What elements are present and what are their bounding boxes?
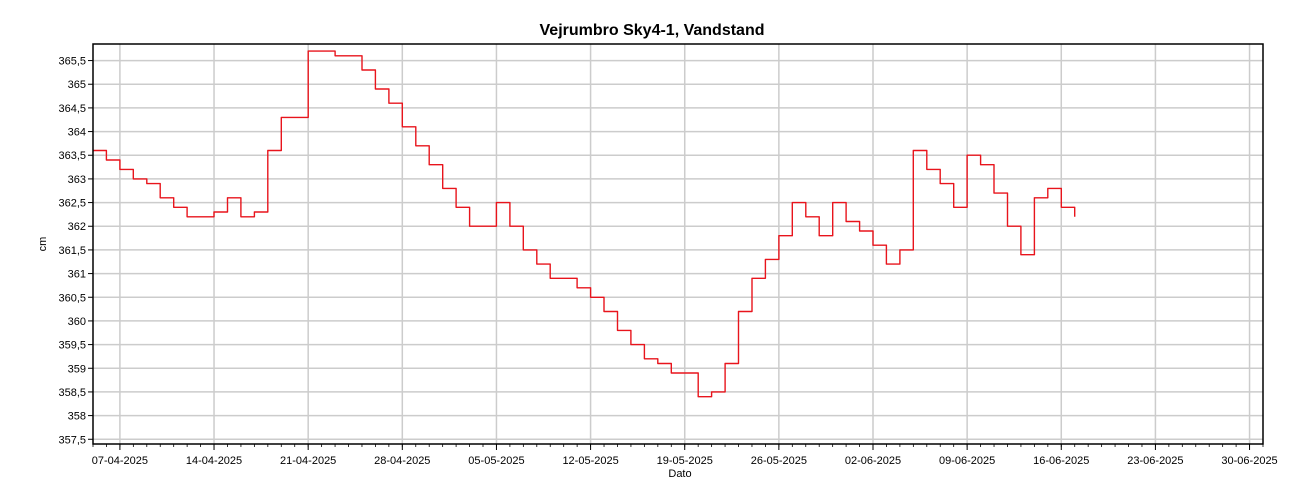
plot-frame (92, 43, 1264, 445)
y-tick-label: 365,5 (58, 56, 86, 68)
y-tick-label: 359,5 (58, 340, 86, 352)
x-tick-label: 28-04-2025 (374, 455, 430, 467)
x-tick-label: 26-05-2025 (751, 455, 807, 467)
x-tick-label: 30-06-2025 (1221, 455, 1277, 467)
y-tick-label: 358,5 (58, 387, 86, 399)
x-axis-label: Dato (668, 468, 691, 480)
x-tick-label: 12-05-2025 (562, 455, 618, 467)
y-axis: 357,5 358 358,5 359 359,5 360 360,5 361 361,5 362… (58, 56, 93, 446)
x-tick-label: 05-05-2025 (468, 455, 524, 467)
x-tick-label: 14-04-2025 (186, 455, 242, 467)
y-tick-label: 360,5 (58, 292, 86, 304)
series-layer (93, 50, 1076, 398)
x-tick-label: 09-06-2025 (939, 455, 995, 467)
series-line-0 (93, 50, 1076, 398)
x-tick-label: 02-06-2025 (845, 455, 901, 467)
x-tick-label: 16-06-2025 (1033, 455, 1089, 467)
y-tick-label: 362,5 (58, 198, 86, 210)
y-tick-label: 364 (68, 127, 86, 139)
y-tick-label: 357,5 (58, 434, 86, 446)
y-tick-label: 365 (68, 79, 86, 91)
x-tick-label: 19-05-2025 (657, 455, 713, 467)
x-tick-label: 21-04-2025 (280, 455, 336, 467)
x-tick-label: 07-04-2025 (92, 455, 148, 467)
x-tick-label: 23-06-2025 (1127, 455, 1183, 467)
y-tick-label: 361,5 (58, 245, 86, 257)
chart-title: Vejrumbro Sky4-1, Vandstand (540, 22, 765, 39)
y-axis-label: cm (37, 237, 49, 252)
y-tick-label: 362 (68, 221, 86, 233)
x-axis: 07-04-2025 14-04-2025 21-04-2025 28-04-2025… (92, 444, 1278, 467)
y-tick-label: 361 (68, 269, 86, 281)
grid (93, 44, 1263, 444)
y-tick-label: 363 (68, 174, 86, 186)
y-tick-label: 364,5 (58, 103, 86, 115)
y-tick-label: 363,5 (58, 150, 86, 162)
y-tick-label: 358 (68, 411, 86, 423)
y-tick-label: 360 (68, 316, 86, 328)
y-tick-label: 359 (68, 363, 86, 375)
